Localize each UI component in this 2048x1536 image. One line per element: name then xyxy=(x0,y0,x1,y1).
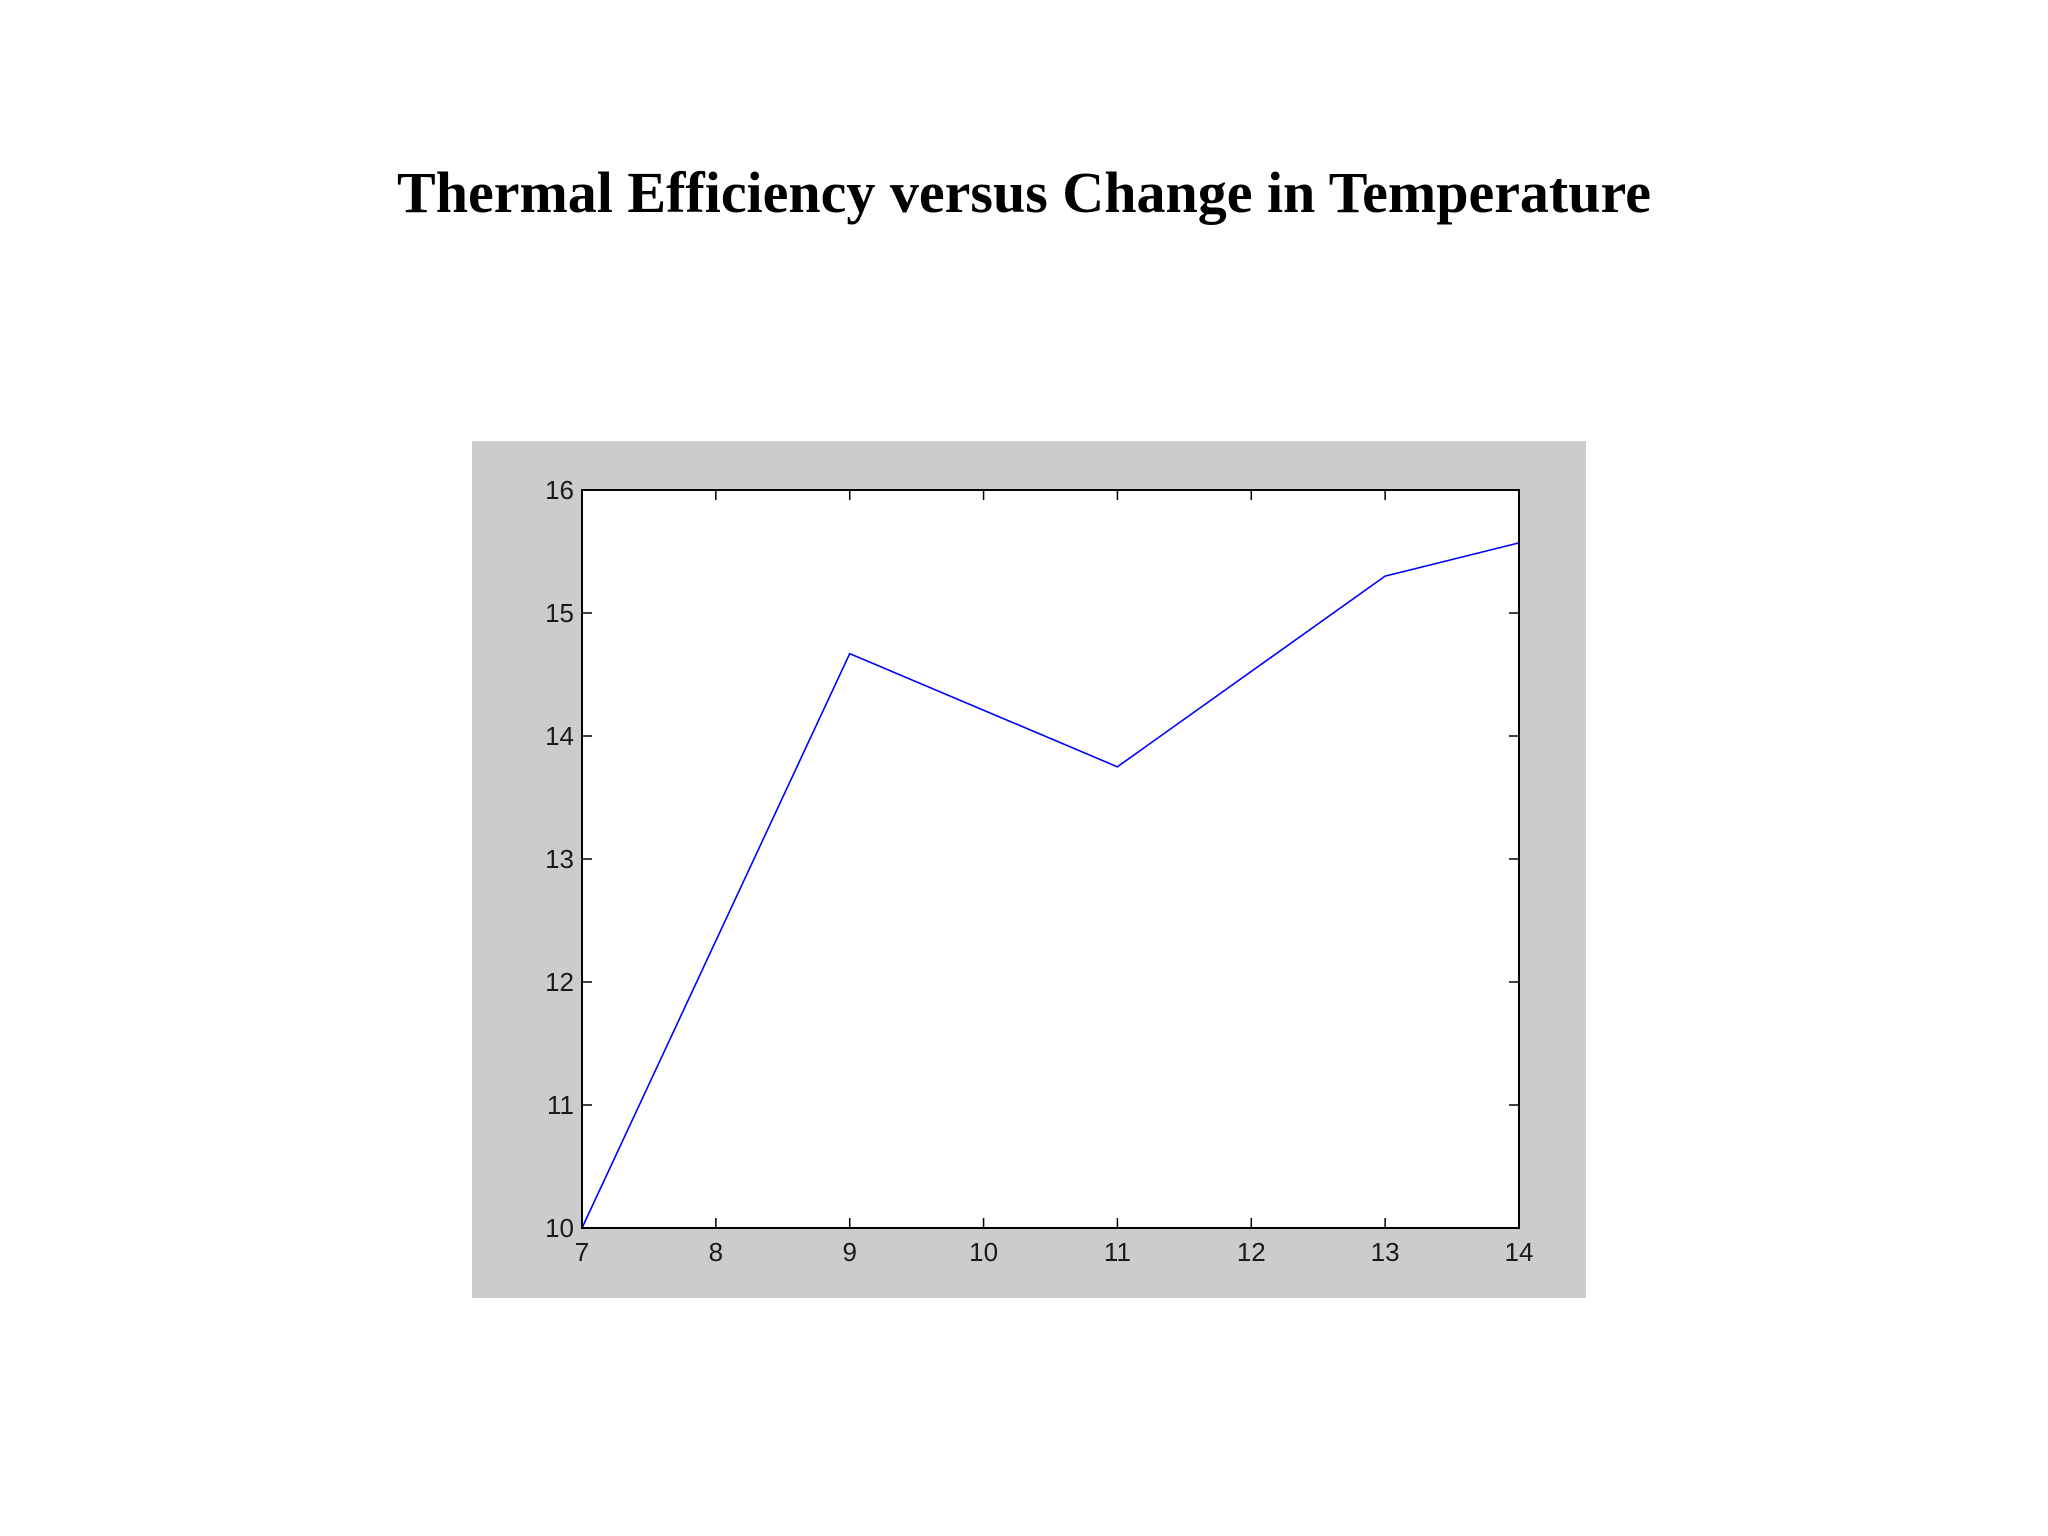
x-tick-label: 10 xyxy=(969,1237,998,1267)
line-chart: 7 8 9 10 11 12 13 14 10 11 12 13 14 15 16 xyxy=(545,475,1533,1267)
x-tick-label: 11 xyxy=(1104,1237,1131,1267)
axes-background xyxy=(582,490,1519,1228)
x-tick-label: 8 xyxy=(709,1237,723,1267)
y-tick-label: 16 xyxy=(545,475,574,505)
x-tick-label: 7 xyxy=(575,1237,589,1267)
x-tick-label: 13 xyxy=(1371,1237,1400,1267)
y-tick-label: 11 xyxy=(547,1090,574,1120)
x-tick-label: 14 xyxy=(1505,1237,1534,1267)
figure-frame: 7 8 9 10 11 12 13 14 10 11 12 13 14 15 16 xyxy=(472,441,1586,1298)
x-tick-label: 12 xyxy=(1237,1237,1266,1267)
x-tick-label: 9 xyxy=(842,1237,856,1267)
y-tick-label: 15 xyxy=(545,598,574,628)
axes-border xyxy=(581,489,1520,1229)
y-tick-label: 14 xyxy=(545,721,574,751)
y-tick-label: 10 xyxy=(545,1213,574,1243)
y-tick-label: 13 xyxy=(545,844,574,874)
y-tick-label: 12 xyxy=(545,967,574,997)
tick-labels: 7 8 9 10 11 12 13 14 10 11 12 13 14 15 16 xyxy=(545,475,1533,1267)
slide-title: Thermal Efficiency versus Change in Temp… xyxy=(397,160,1651,225)
